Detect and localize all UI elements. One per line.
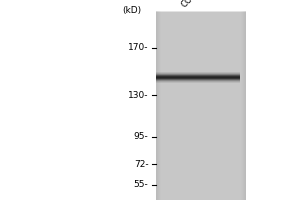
Text: 95-: 95- — [134, 132, 148, 141]
Text: 130-: 130- — [128, 91, 148, 100]
Bar — [156, 12, 246, 200]
Text: 170-: 170- — [128, 43, 148, 52]
Text: 72-: 72- — [134, 160, 148, 169]
Text: COLO205: COLO205 — [180, 0, 214, 10]
Text: (kD): (kD) — [122, 6, 141, 15]
Text: 55-: 55- — [134, 180, 148, 189]
